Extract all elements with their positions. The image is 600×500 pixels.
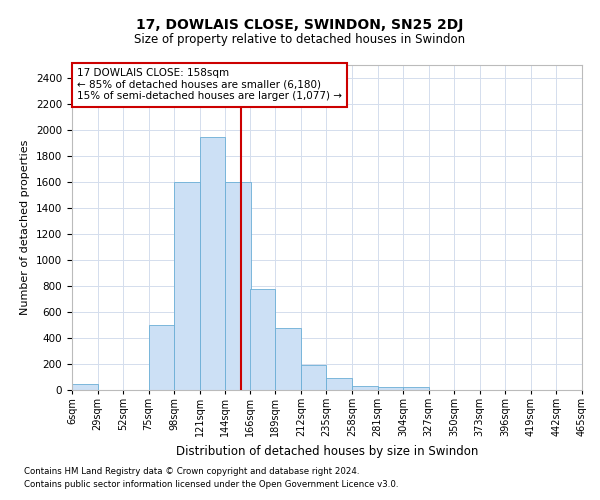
Text: Size of property relative to detached houses in Swindon: Size of property relative to detached ho… <box>134 32 466 46</box>
Bar <box>352 386 377 390</box>
Bar <box>72 384 98 390</box>
X-axis label: Distribution of detached houses by size in Swindon: Distribution of detached houses by size … <box>176 444 478 458</box>
Bar <box>326 378 352 390</box>
Bar <box>174 182 200 390</box>
Text: Contains HM Land Registry data © Crown copyright and database right 2024.: Contains HM Land Registry data © Crown c… <box>24 467 359 476</box>
Bar <box>403 388 428 390</box>
Bar <box>149 325 174 390</box>
Text: 17 DOWLAIS CLOSE: 158sqm
← 85% of detached houses are smaller (6,180)
15% of sem: 17 DOWLAIS CLOSE: 158sqm ← 85% of detach… <box>77 68 342 102</box>
Bar <box>377 387 403 390</box>
Text: Contains public sector information licensed under the Open Government Licence v3: Contains public sector information licen… <box>24 480 398 489</box>
Bar <box>301 366 326 390</box>
Bar <box>200 136 226 390</box>
Bar <box>275 328 301 390</box>
Bar <box>226 182 251 390</box>
Y-axis label: Number of detached properties: Number of detached properties <box>20 140 31 315</box>
Text: 17, DOWLAIS CLOSE, SWINDON, SN25 2DJ: 17, DOWLAIS CLOSE, SWINDON, SN25 2DJ <box>136 18 464 32</box>
Bar <box>250 288 275 390</box>
